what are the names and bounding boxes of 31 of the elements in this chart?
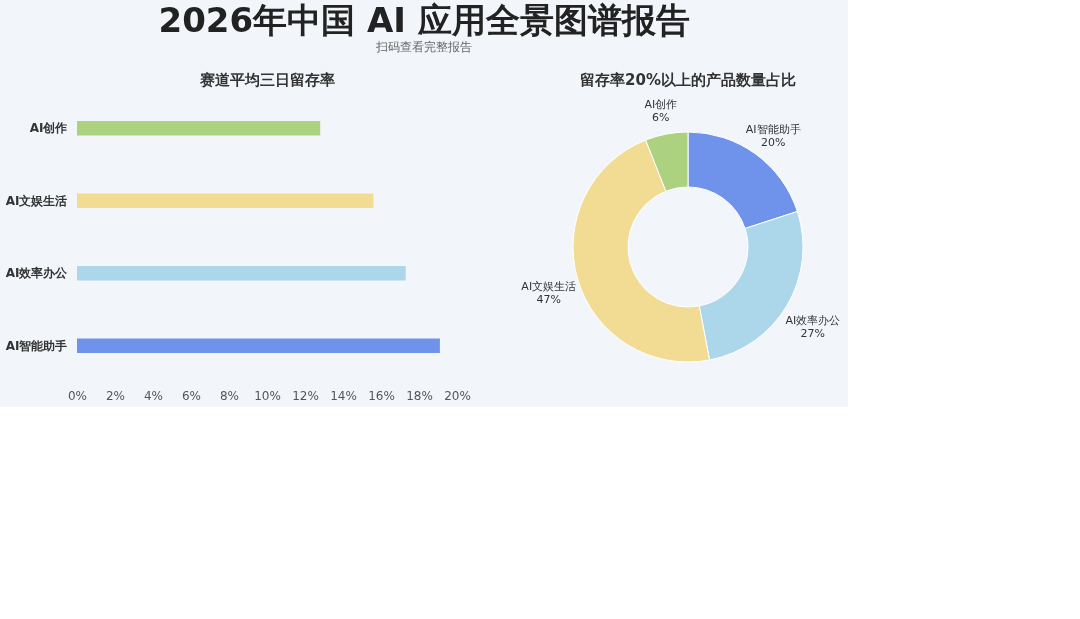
- x-tick-label: 18%: [406, 388, 433, 403]
- slice-label: AI文娱生活: [521, 280, 577, 294]
- x-tick-label: 20%: [444, 388, 471, 403]
- text: 2026年中国 AI 应用全景图谱报告: [158, 0, 690, 40]
- x-tick-label: 8%: [219, 388, 240, 403]
- x-tick-label: 4%: [143, 388, 164, 403]
- slice-label: AI效率办公: [785, 313, 841, 327]
- x-tick-label: 6%: [181, 388, 202, 403]
- x-tick-label: 16%: [368, 388, 395, 403]
- x-tick-label: 14%: [330, 388, 357, 403]
- x-tick-label: 12%: [292, 388, 319, 403]
- data-label: 27%: [800, 326, 826, 340]
- y-tick-label: AI文娱生活: [5, 193, 68, 208]
- bar: [77, 266, 406, 281]
- chart-title: 赛道平均三日留存率: [198, 71, 335, 89]
- y-tick-label: AI效率办公: [5, 266, 69, 281]
- bar: [77, 193, 374, 208]
- slice-label: AI智能助手: [745, 122, 801, 136]
- chart-title: 留存率20%以上的产品数量占比: [580, 71, 796, 89]
- bar: [77, 121, 321, 136]
- x-tick-label: 0%: [67, 388, 88, 403]
- x-tick-label: 10%: [254, 388, 281, 403]
- data-label: 6%: [652, 110, 670, 124]
- y-tick-label: AI智能助手: [5, 338, 68, 353]
- data-label: 47%: [536, 293, 561, 307]
- y-tick-label: AI创作: [29, 121, 68, 136]
- data-label: 20%: [761, 135, 786, 149]
- x-tick-label: 2%: [105, 388, 126, 403]
- text: 扫码查看完整报告: [375, 40, 473, 54]
- bar: [77, 338, 440, 353]
- slice-label: AI创作: [644, 97, 678, 111]
